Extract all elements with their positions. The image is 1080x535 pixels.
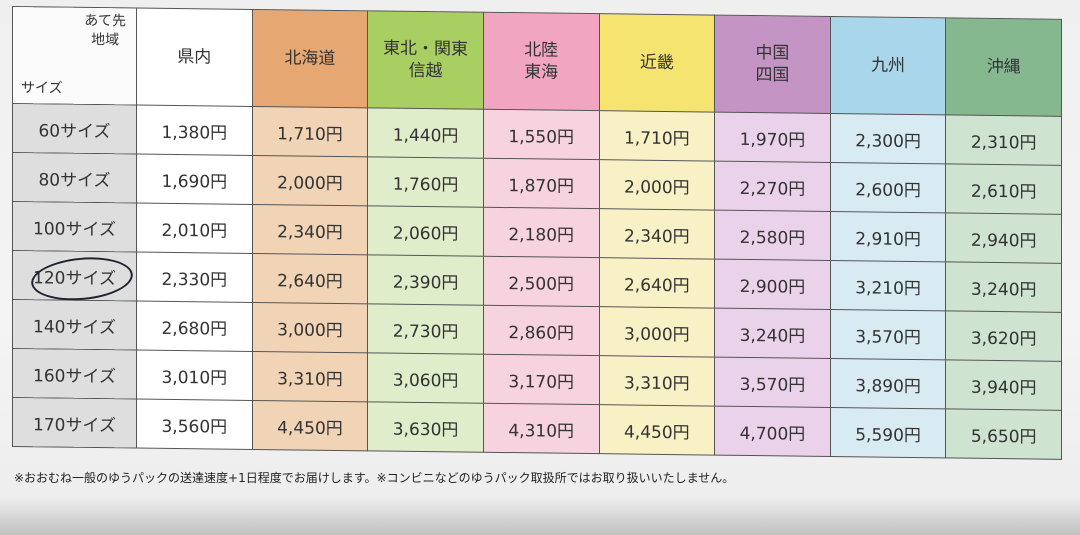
price-cell: 3,010円 <box>136 350 253 401</box>
size-label: 100サイズ <box>33 218 116 240</box>
corner-size-label: サイズ <box>21 80 63 97</box>
region-name: 中国 <box>755 43 790 64</box>
size-cell: 80サイズ <box>12 152 137 204</box>
region-header: 近畿 <box>599 13 715 113</box>
size-label: 170サイズ <box>33 414 116 436</box>
price-cell: 1,690円 <box>136 154 253 205</box>
price-cell: 2,610円 <box>945 163 1062 215</box>
price-cell: 2,580円 <box>714 210 831 261</box>
page-shadow <box>0 497 1080 535</box>
price-cell: 3,210円 <box>830 260 946 311</box>
price-cell: 2,600円 <box>830 162 946 213</box>
price-cell: 5,650円 <box>945 408 1062 460</box>
size-cell: 60サイズ <box>12 103 137 155</box>
region-header: 東北・関東 信越 <box>367 10 484 110</box>
size-label: 160サイズ <box>33 365 116 387</box>
region-header: 九州 <box>830 16 946 115</box>
price-cell: 2,500円 <box>483 256 599 307</box>
shipping-rate-table: あて先 地域 サイズ 県内 北海道 東北・関東 信越 北陸 東海 近畿 中国 四国 九州 沖縄 60… <box>12 6 1062 460</box>
corner-cell: あて先 地域 サイズ <box>12 6 137 106</box>
size-cell: 120サイズ <box>12 250 137 305</box>
price-cell: 1,440円 <box>367 107 484 159</box>
price-cell: 5,590円 <box>830 407 946 458</box>
region-header: 北海道 <box>252 9 368 108</box>
price-cell: 3,240円 <box>714 308 831 359</box>
size-label: 60サイズ <box>38 120 111 142</box>
region-name-line2: 信越 <box>408 60 443 82</box>
price-cell: 2,340円 <box>252 204 368 255</box>
region-name: 北海道 <box>284 48 336 69</box>
price-cell: 1,380円 <box>136 105 253 156</box>
size-cell: 160サイズ <box>12 348 137 400</box>
price-cell: 2,680円 <box>136 301 253 352</box>
region-name: 近畿 <box>639 52 674 74</box>
footnote: ※おおむね一般のゆうパックの送達速度+1日程度でお届けします。※コンビニなどのゆ… <box>14 471 735 485</box>
region-name: 東北・関東 <box>383 38 469 60</box>
region-header: 中国 四国 <box>714 15 831 114</box>
price-cell: 3,620円 <box>945 310 1062 362</box>
price-cell: 2,330円 <box>136 252 253 303</box>
price-cell: 3,000円 <box>599 306 715 358</box>
region-name: 九州 <box>871 55 906 76</box>
price-cell: 3,170円 <box>483 354 599 405</box>
price-cell: 2,310円 <box>945 114 1062 166</box>
price-cell: 4,700円 <box>714 406 831 457</box>
price-cell: 2,900円 <box>714 259 831 310</box>
size-label: 80サイズ <box>38 169 111 191</box>
region-header: 県内 <box>136 8 253 107</box>
region-name: 県内 <box>177 47 212 68</box>
region-name-line2: 四国 <box>755 65 790 86</box>
price-cell: 2,000円 <box>252 155 368 206</box>
price-cell: 2,390円 <box>367 254 484 306</box>
price-cell: 3,060円 <box>367 352 484 404</box>
price-cell: 2,940円 <box>945 212 1062 264</box>
price-cell: 2,640円 <box>252 253 368 304</box>
price-cell: 1,870円 <box>483 158 599 209</box>
price-cell: 1,710円 <box>599 110 715 162</box>
region-header: 沖縄 <box>945 17 1062 117</box>
region-name: 沖縄 <box>986 56 1021 78</box>
price-cell: 4,450円 <box>252 400 368 451</box>
size-cell: 170サイズ <box>12 397 137 449</box>
price-cell: 2,010円 <box>136 203 253 254</box>
price-cell: 3,630円 <box>367 401 484 453</box>
price-cell: 1,710円 <box>252 106 368 157</box>
price-cell: 3,940円 <box>945 359 1062 411</box>
size-cell: 100サイズ <box>12 201 137 253</box>
price-cell: 3,560円 <box>136 399 253 450</box>
price-cell: 3,000円 <box>252 302 368 353</box>
price-cell: 3,570円 <box>714 357 831 408</box>
size-cell: 140サイズ <box>12 299 137 351</box>
price-cell: 2,000円 <box>599 159 715 211</box>
price-cell: 3,310円 <box>252 351 368 402</box>
price-cell: 1,760円 <box>367 156 484 208</box>
price-cell: 1,970円 <box>714 112 831 163</box>
corner-destination-label: あて先 地域 <box>84 12 126 49</box>
price-cell: 2,340円 <box>599 208 715 260</box>
region-name-line2: 東海 <box>524 62 559 83</box>
price-cell: 3,570円 <box>830 309 946 360</box>
price-cell: 3,890円 <box>830 358 946 409</box>
price-cell: 2,640円 <box>599 257 715 309</box>
size-label: 140サイズ <box>33 316 116 338</box>
price-cell: 2,180円 <box>483 207 599 258</box>
header-row: あて先 地域 サイズ 県内 北海道 東北・関東 信越 北陸 東海 近畿 中国 四国 九州 沖縄 <box>12 6 1062 117</box>
price-cell: 2,060円 <box>367 205 484 257</box>
price-cell: 2,730円 <box>367 303 484 355</box>
price-cell: 4,450円 <box>599 404 715 456</box>
price-cell: 3,310円 <box>599 355 715 407</box>
price-cell: 1,550円 <box>483 109 599 160</box>
region-name: 北陸 <box>524 40 559 61</box>
region-header: 北陸 東海 <box>483 12 599 111</box>
price-cell: 2,910円 <box>830 211 946 262</box>
price-cell: 4,310円 <box>483 403 599 454</box>
price-cell: 3,240円 <box>945 261 1062 313</box>
price-cell: 2,270円 <box>714 161 831 212</box>
price-cell: 2,860円 <box>483 305 599 356</box>
price-cell: 2,300円 <box>830 113 946 164</box>
size-label: 120サイズ <box>33 267 116 289</box>
